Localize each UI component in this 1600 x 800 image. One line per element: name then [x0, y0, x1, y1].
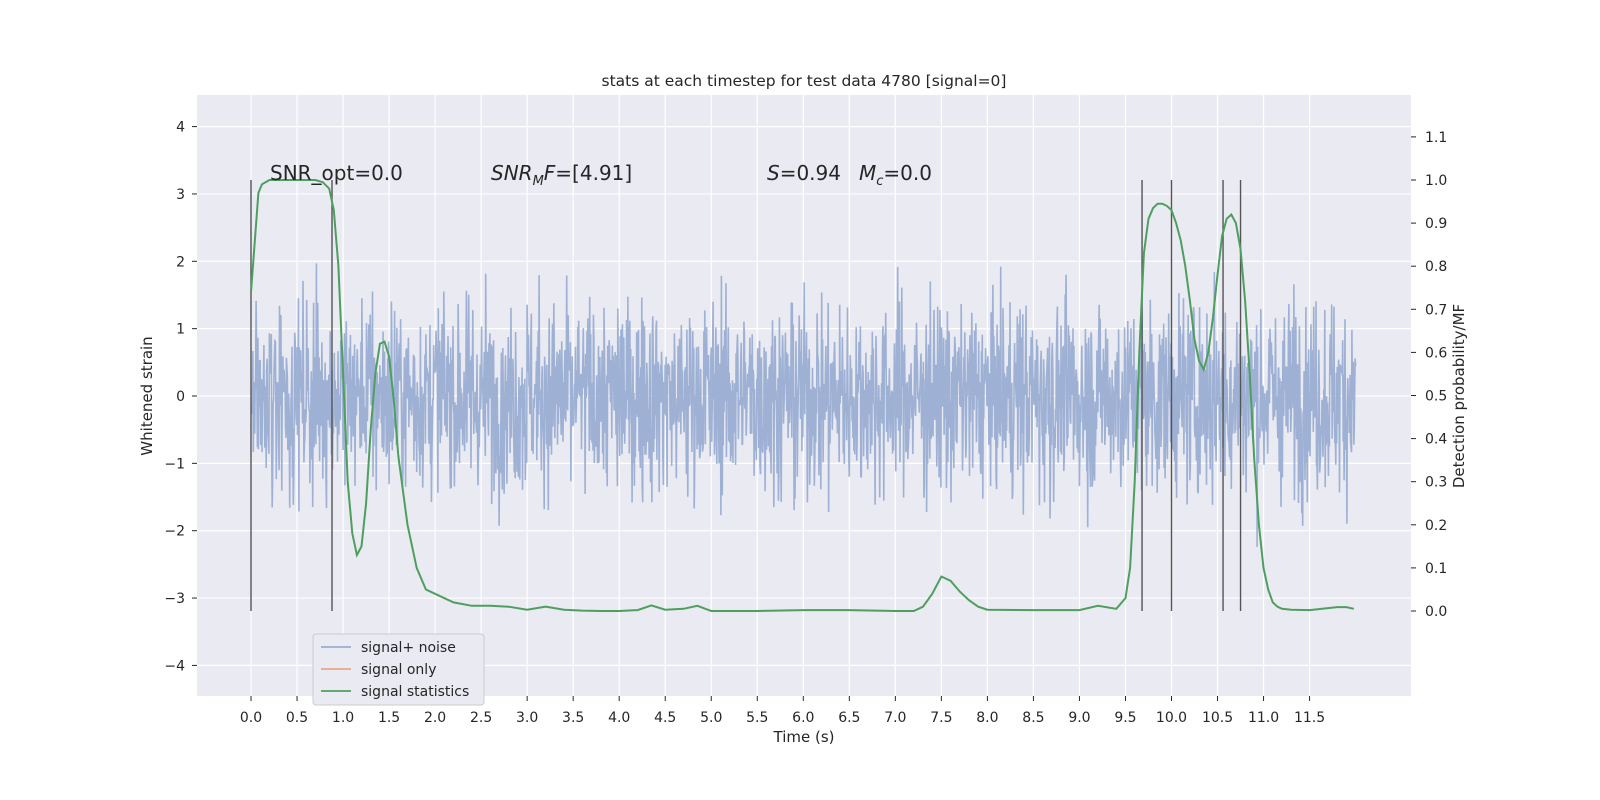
y2-tick-label: 0.0	[1425, 604, 1447, 620]
x-tick-label: 10.0	[1156, 710, 1187, 726]
x-tick-label: 7.5	[930, 710, 952, 726]
y-tick-label: −4	[164, 658, 185, 674]
chart-title: stats at each timestep for test data 478…	[602, 72, 1007, 90]
y2-tick-label: 0.4	[1425, 432, 1447, 448]
snr-mf-F: F	[544, 161, 556, 185]
x-tick-label: 11.0	[1248, 710, 1279, 726]
y2-tick-label: 0.2	[1425, 518, 1447, 534]
x-axis-ticks: 0.0 0.5 1.0 1.5 2.0 2.5 3.0 3.5 4.0 4.5 5.0 5.5 6.0 6…	[240, 696, 1325, 726]
y2-tick-label: 0.9	[1425, 216, 1447, 232]
mc-symbol: M	[859, 161, 876, 185]
legend-box	[312, 633, 485, 706]
y-tick-label: −2	[164, 524, 185, 540]
x-tick-label: 8.5	[1022, 710, 1044, 726]
x-tick-label: 2.5	[470, 710, 492, 726]
x-tick-label: 9.5	[1114, 710, 1136, 726]
signal-statistics-line	[250, 179, 1355, 612]
mc-value: =0.0	[883, 161, 932, 185]
x-tick-label: 5.0	[700, 710, 722, 726]
x-tick-label: 11.5	[1294, 710, 1325, 726]
snr-mf-symbol: SNR	[491, 161, 533, 185]
x-tick-label: 1.0	[332, 710, 354, 726]
x-tick-label: 10.5	[1202, 710, 1233, 726]
snr-mf-value: =[4.91]	[555, 161, 632, 185]
y-tick-label: 4	[176, 120, 185, 136]
y-tick-label: 2	[176, 254, 185, 270]
annotation-s-stat: S=0.94	[767, 161, 841, 185]
legend-label-signal-noise: signal+ noise	[361, 640, 456, 656]
y2-axis-label: Detection probability/MF	[1450, 304, 1468, 488]
x-tick-label: 6.0	[792, 710, 814, 726]
mc-subscript: c	[876, 174, 883, 189]
y-axis-ticks: 4 3 2 1 0 −1 −2 −3 −4	[164, 120, 197, 674]
x-tick-label: 1.5	[378, 710, 400, 726]
legend-label-signal-only: signal only	[361, 662, 436, 678]
y2-tick-label: 0.3	[1425, 475, 1447, 491]
annotation-snr-mf: SNRMF=[4.91]	[491, 161, 632, 189]
s-stat-symbol: S	[767, 161, 780, 185]
x-axis-label: Time (s)	[773, 728, 835, 746]
x-tick-label: 2.0	[424, 710, 446, 726]
legend-label-signal-statistics: signal statistics	[361, 684, 469, 700]
y2-tick-label: 1.0	[1425, 173, 1447, 189]
x-tick-label: 0.5	[286, 710, 308, 726]
y-tick-label: −1	[164, 456, 185, 472]
y2-tick-label: 0.1	[1425, 561, 1447, 577]
y2-tick-label: 0.8	[1425, 259, 1447, 275]
y-tick-label: −3	[164, 591, 185, 607]
s-stat-value: =0.94	[780, 161, 841, 185]
y-tick-label: 0	[176, 389, 185, 405]
annotation-mc: Mc=0.0	[859, 161, 932, 189]
x-tick-label: 7.0	[884, 710, 906, 726]
annotation-snr-opt: SNR_opt=0.0	[270, 161, 403, 185]
x-tick-label: 6.5	[838, 710, 860, 726]
y2-axis-ticks: 1.1 1.0 0.9 0.8 0.7 0.6 0.5 0.4 0.3 0.2 0.1 0.0	[1411, 130, 1447, 620]
x-tick-label: 0.0	[240, 710, 262, 726]
x-tick-label: 3.0	[516, 710, 538, 726]
y2-tick-label: 1.1	[1425, 130, 1447, 146]
y-axis-label: Whitened strain	[138, 336, 156, 455]
x-tick-label: 4.5	[654, 710, 676, 726]
snr-mf-subscript: M	[533, 174, 544, 189]
signal-statistics-group	[250, 179, 1355, 612]
y2-tick-label: 0.5	[1425, 389, 1447, 405]
y2-tick-label: 0.7	[1425, 302, 1447, 318]
x-tick-label: 8.0	[976, 710, 998, 726]
vertical-lines-group	[250, 180, 1242, 611]
y-tick-label: 3	[176, 187, 185, 203]
x-tick-label: 9.0	[1068, 710, 1090, 726]
x-tick-label: 4.0	[608, 710, 630, 726]
legend: signal+ noise signal only signal statist…	[312, 633, 485, 706]
y-tick-label: 1	[176, 322, 185, 338]
x-tick-label: 5.5	[746, 710, 768, 726]
y2-tick-label: 0.6	[1425, 345, 1447, 361]
x-tick-label: 3.5	[562, 710, 584, 726]
